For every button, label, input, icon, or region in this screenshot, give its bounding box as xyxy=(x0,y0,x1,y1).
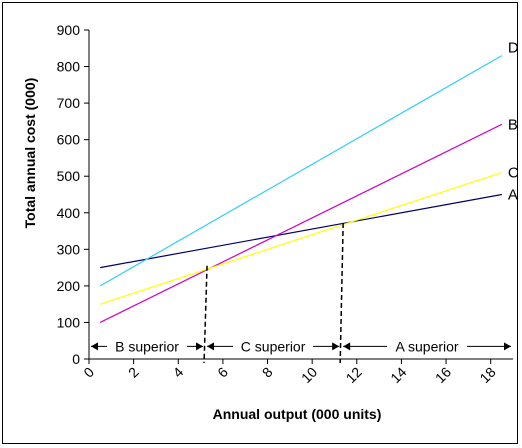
series-label-b: B xyxy=(508,116,518,133)
x-tick-label: 6 xyxy=(214,364,231,381)
arrowhead-left xyxy=(207,342,215,351)
x-tick-label: 16 xyxy=(432,364,454,386)
y-tick-label: 600 xyxy=(57,132,81,148)
arrowhead-right xyxy=(504,342,511,351)
x-tick-label: 0 xyxy=(80,364,97,381)
x-tick-label: 8 xyxy=(259,364,276,381)
region-label-2: C superior xyxy=(241,338,306,354)
x-tick-label: 10 xyxy=(298,364,320,386)
breakeven-line-1 xyxy=(203,265,208,364)
arrowhead-left xyxy=(91,342,98,351)
chart-frame: 0 100 200 300 400 500 600 700 800 900 0 2 4 6 8 10 12 14 1… xyxy=(2,2,519,444)
y-tick-label: 0 xyxy=(72,351,80,367)
region-label-1: B superior xyxy=(115,338,179,354)
y-tick-label: 100 xyxy=(57,314,81,330)
y-tick-label: 900 xyxy=(57,22,81,38)
cost-chart: 0 100 200 300 400 500 600 700 800 900 0 2 4 6 8 10 12 14 1… xyxy=(22,22,519,422)
y-tick-label: 700 xyxy=(57,95,81,111)
series-line-c xyxy=(99,171,503,305)
y-axis-title: Total annual cost (000) xyxy=(22,78,38,229)
y-tick-label: 300 xyxy=(57,241,81,257)
x-axis-title: Annual output (000 units) xyxy=(213,406,382,422)
series-label-d: D xyxy=(508,40,519,57)
breakeven-line-2 xyxy=(339,222,344,364)
series-label-a: A xyxy=(508,187,518,204)
y-tick-label: 800 xyxy=(57,59,81,75)
x-tick-label: 2 xyxy=(125,364,142,381)
x-tick-label: 14 xyxy=(387,364,409,386)
series-line-d xyxy=(99,55,503,287)
series-label-c: C xyxy=(508,165,519,182)
x-tick-label: 4 xyxy=(170,364,187,381)
arrowhead-left xyxy=(343,342,351,351)
y-tick-label: 500 xyxy=(57,168,81,184)
x-tick-label: 12 xyxy=(343,364,365,386)
y-tick-label: 200 xyxy=(57,278,81,294)
arrowhead-right xyxy=(332,342,340,351)
series-line-b xyxy=(99,123,503,323)
arrowhead-right xyxy=(196,342,204,351)
series-line-a xyxy=(100,193,502,269)
y-tick-label: 400 xyxy=(57,205,81,221)
x-tick-label: 18 xyxy=(476,364,498,386)
region-label-3: A superior xyxy=(396,338,459,354)
